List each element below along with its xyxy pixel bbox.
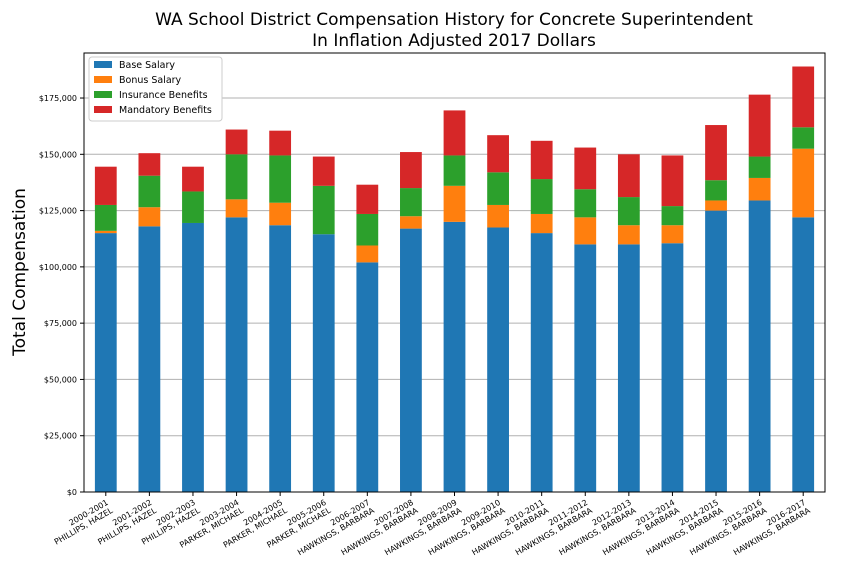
bar-segment <box>792 217 815 493</box>
bar-segment <box>138 226 161 492</box>
bar-segment <box>792 148 815 218</box>
bar-segment <box>356 245 379 263</box>
y-tick-label: $25,000 <box>44 432 77 441</box>
bar-segment <box>748 94 771 157</box>
bar-segment <box>269 202 292 226</box>
legend-swatch <box>94 106 112 113</box>
bar-segment <box>487 227 509 492</box>
bar-segment <box>487 172 509 205</box>
bar-segment <box>792 127 815 149</box>
bar-segment <box>356 184 379 214</box>
bar-segment <box>661 225 684 244</box>
bar-segment <box>138 153 161 176</box>
y-tick-label: $0 <box>67 488 77 497</box>
y-tick-label: $125,000 <box>39 207 77 216</box>
y-axis-ticks: $0 $25,000 $50,000 $75,000 $100,000 $125,000 $… <box>39 94 84 497</box>
bar-segment <box>312 156 335 186</box>
bar-segment <box>400 216 422 229</box>
bar-segment <box>748 177 771 201</box>
legend-swatch <box>94 76 112 83</box>
bar-segment <box>138 207 161 227</box>
bar-segment <box>182 166 204 192</box>
legend-label: Mandatory Benefits <box>119 105 212 116</box>
bar-segment <box>225 199 248 218</box>
bar-segment <box>94 204 117 231</box>
bar-segment <box>269 155 292 203</box>
bar-segment <box>574 147 597 190</box>
legend-swatch <box>94 91 112 98</box>
bar-segment <box>443 110 466 156</box>
bar-segment <box>182 191 204 223</box>
chart-subtitle: In Inflation Adjusted 2017 Dollars <box>312 31 596 51</box>
bars <box>94 66 815 493</box>
bar-segment <box>748 156 771 178</box>
x-axis-ticks: 2000-2001PHILLIPS, HAZEL2001-2002PHILLIP… <box>53 492 812 557</box>
bar-segment <box>443 185 466 222</box>
bar-segment <box>269 130 292 156</box>
bar-segment <box>530 213 553 234</box>
bar-segment <box>617 197 640 226</box>
bar-segment <box>748 200 771 492</box>
bar-segment <box>138 175 161 208</box>
bar-segment <box>617 154 640 198</box>
bar-segment <box>792 66 815 128</box>
bar-segment <box>94 166 117 205</box>
y-tick-label: $150,000 <box>39 150 77 159</box>
bar-segment <box>661 243 684 492</box>
bar-segment <box>94 230 117 234</box>
bar-segment <box>400 228 422 492</box>
legend-swatch <box>94 61 112 68</box>
bar-segment <box>705 200 727 211</box>
bar-segment <box>225 217 248 493</box>
bar-segment <box>487 135 509 173</box>
bar-segment <box>356 262 379 492</box>
bar-segment <box>705 210 727 493</box>
bar-segment <box>617 225 640 245</box>
bar-segment <box>705 180 727 201</box>
bar-segment <box>443 221 466 492</box>
y-tick-label: $50,000 <box>44 375 77 384</box>
bar-segment <box>661 155 684 207</box>
bar-segment <box>705 125 727 181</box>
bar-segment <box>269 225 292 492</box>
y-axis-label: Total Compensation <box>10 188 30 357</box>
legend: Base Salary Bonus Salary Insurance Benefit… <box>88 56 223 122</box>
bar-segment <box>661 206 684 226</box>
legend-box <box>88 56 223 122</box>
bar-segment <box>356 213 379 246</box>
bar-segment <box>225 129 248 155</box>
y-tick-label: $175,000 <box>39 94 77 103</box>
bar-segment <box>94 233 117 492</box>
bar-segment <box>574 189 597 218</box>
bar-segment <box>225 154 248 200</box>
chart-title: WA School District Compensation History … <box>155 10 753 30</box>
bar-segment <box>182 222 204 492</box>
bar-segment <box>312 234 335 492</box>
bar-segment <box>400 152 422 189</box>
bar-segment <box>617 244 640 492</box>
bar-segment <box>487 204 509 228</box>
bar-segment <box>574 244 597 492</box>
y-tick-label: $100,000 <box>39 263 77 272</box>
bar-segment <box>530 140 553 180</box>
y-tick-label: $75,000 <box>44 319 77 328</box>
bar-segment <box>312 185 335 235</box>
bar-segment <box>530 233 553 492</box>
bar-segment <box>443 155 466 186</box>
legend-label: Base Salary <box>119 60 175 71</box>
legend-label: Insurance Benefits <box>119 90 208 101</box>
legend-label: Bonus Salary <box>119 75 182 86</box>
bar-segment <box>400 188 422 217</box>
bar-segment <box>530 179 553 214</box>
bar-segment <box>574 217 597 245</box>
